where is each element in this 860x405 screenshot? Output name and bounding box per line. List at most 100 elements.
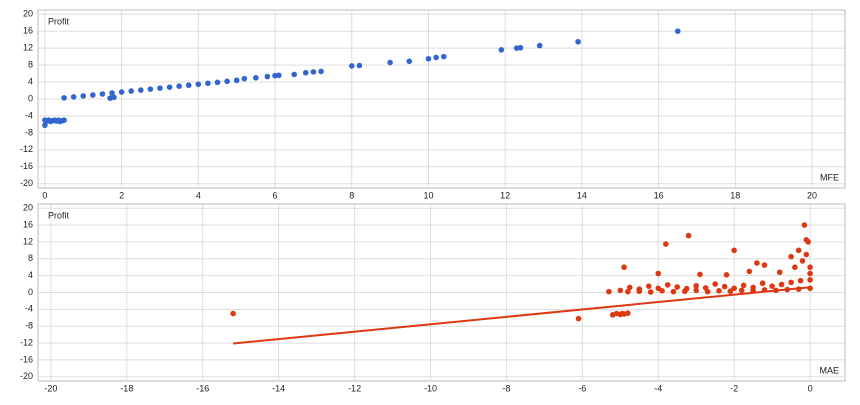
y-tick-label: 16 — [23, 26, 33, 36]
point — [195, 81, 202, 88]
point — [80, 93, 87, 99]
point — [807, 285, 813, 292]
x-tick-label: 12 — [500, 190, 510, 200]
x-tick-label: -4 — [654, 383, 662, 393]
point — [799, 258, 806, 264]
point — [647, 289, 654, 295]
point — [778, 281, 785, 288]
y-tick-label: 0 — [28, 93, 33, 103]
trendline — [233, 286, 811, 345]
point — [773, 287, 779, 294]
x-tick-label: -16 — [196, 383, 209, 393]
point — [740, 282, 747, 289]
point — [625, 288, 631, 295]
point — [253, 75, 259, 81]
y-tick-label: 16 — [23, 219, 33, 229]
point — [670, 288, 677, 295]
point — [803, 251, 810, 258]
x-tick-label: -18 — [120, 383, 133, 393]
point — [185, 82, 192, 89]
point — [387, 59, 393, 66]
point — [663, 241, 669, 247]
point — [685, 232, 692, 239]
point — [797, 277, 804, 284]
y-tick-label: -16 — [20, 354, 33, 364]
point — [291, 71, 298, 78]
y-tick-label: -20 — [20, 178, 33, 188]
y-axis-label: Profit — [48, 210, 70, 220]
point — [128, 88, 135, 94]
x-tick-label: -2 — [730, 383, 738, 393]
point — [645, 283, 652, 289]
x-tick-label: -12 — [348, 383, 361, 393]
x-tick-label: 8 — [349, 190, 354, 200]
point — [224, 78, 230, 85]
point — [723, 272, 730, 278]
point — [205, 80, 211, 87]
y-tick-label: -4 — [25, 304, 33, 314]
point — [674, 28, 681, 34]
point — [147, 86, 154, 92]
x-tick-label: 2 — [119, 190, 124, 200]
x-tick-label: 4 — [196, 190, 201, 200]
point — [655, 270, 662, 277]
point — [621, 264, 627, 271]
y-tick-label: -8 — [25, 127, 33, 137]
x-axis-label: MAE — [819, 365, 839, 375]
point — [792, 264, 798, 271]
point — [498, 47, 505, 53]
y-tick-label: 4 — [28, 270, 33, 280]
x-tick-label: 18 — [730, 190, 740, 200]
point — [636, 288, 643, 295]
point — [750, 288, 756, 294]
point — [761, 262, 768, 268]
point — [109, 90, 115, 96]
point — [759, 280, 766, 287]
y-tick-label: -12 — [20, 144, 33, 154]
x-axis-label: MFE — [820, 172, 839, 182]
x-tick-label: 14 — [577, 190, 587, 200]
x-tick-label: 0 — [42, 190, 47, 200]
point — [704, 288, 711, 295]
point — [754, 260, 760, 266]
y-tick-label: 12 — [23, 236, 33, 246]
point — [659, 288, 665, 294]
x-tick-label: 6 — [273, 190, 278, 200]
point — [697, 271, 703, 278]
x-tick-label: -10 — [424, 383, 437, 393]
point — [233, 77, 240, 84]
point — [693, 282, 700, 289]
y-tick-label: 8 — [28, 253, 33, 263]
point — [425, 55, 432, 62]
point — [712, 281, 718, 287]
y-tick-label: 20 — [23, 9, 33, 19]
point — [137, 87, 144, 93]
y-tick-label: 4 — [28, 76, 33, 86]
point — [807, 264, 813, 271]
point — [626, 284, 633, 291]
y-tick-label: -12 — [20, 337, 33, 347]
point — [784, 286, 791, 293]
point — [176, 83, 182, 90]
point — [674, 284, 681, 290]
point — [682, 288, 688, 295]
point — [118, 89, 125, 95]
y-tick-label: 8 — [28, 59, 33, 69]
point — [61, 95, 67, 101]
point — [575, 38, 581, 45]
point — [575, 315, 582, 322]
point — [761, 287, 768, 293]
point — [348, 63, 355, 69]
point — [99, 91, 106, 97]
point — [805, 239, 811, 245]
point — [406, 58, 413, 65]
point — [310, 69, 317, 75]
point — [721, 283, 728, 290]
point — [42, 122, 48, 129]
point — [90, 92, 96, 98]
point — [807, 277, 813, 283]
x-tick-label: 0 — [808, 383, 813, 393]
point — [664, 282, 671, 288]
